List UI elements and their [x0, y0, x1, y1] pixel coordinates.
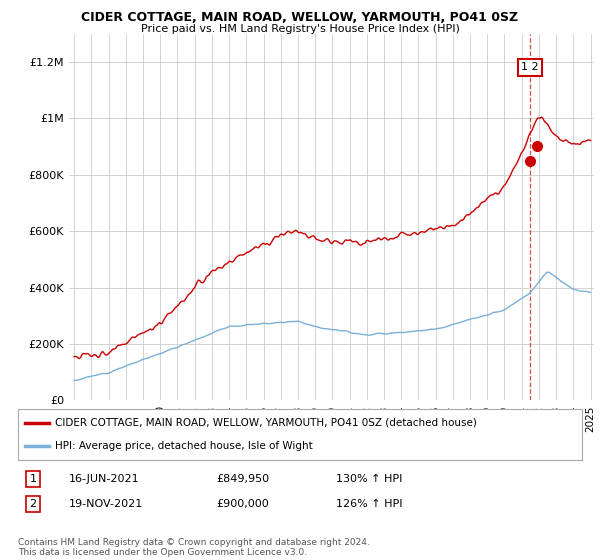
- Text: HPI: Average price, detached house, Isle of Wight: HPI: Average price, detached house, Isle…: [55, 441, 313, 451]
- Text: £900,000: £900,000: [216, 499, 269, 509]
- Text: Price paid vs. HM Land Registry's House Price Index (HPI): Price paid vs. HM Land Registry's House …: [140, 24, 460, 34]
- Text: 1: 1: [29, 474, 37, 484]
- Text: 19-NOV-2021: 19-NOV-2021: [69, 499, 143, 509]
- Text: 16-JUN-2021: 16-JUN-2021: [69, 474, 140, 484]
- Text: £849,950: £849,950: [216, 474, 269, 484]
- Text: 1 2: 1 2: [521, 63, 539, 72]
- Text: Contains HM Land Registry data © Crown copyright and database right 2024.
This d: Contains HM Land Registry data © Crown c…: [18, 538, 370, 557]
- Text: CIDER COTTAGE, MAIN ROAD, WELLOW, YARMOUTH, PO41 0SZ (detached house): CIDER COTTAGE, MAIN ROAD, WELLOW, YARMOU…: [55, 418, 476, 428]
- Text: 2: 2: [29, 499, 37, 509]
- Text: CIDER COTTAGE, MAIN ROAD, WELLOW, YARMOUTH, PO41 0SZ: CIDER COTTAGE, MAIN ROAD, WELLOW, YARMOU…: [82, 11, 518, 24]
- Text: 130% ↑ HPI: 130% ↑ HPI: [336, 474, 403, 484]
- Text: 126% ↑ HPI: 126% ↑ HPI: [336, 499, 403, 509]
